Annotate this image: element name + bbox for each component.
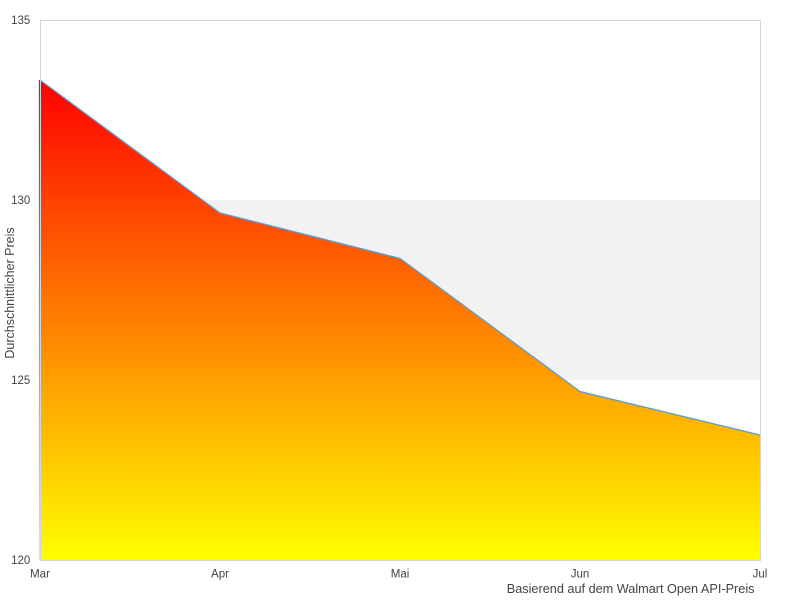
svg-text:Basierend auf dem Walmart Open: Basierend auf dem Walmart Open API-Preis <box>507 582 755 596</box>
svg-text:Jul: Jul <box>753 569 768 581</box>
svg-text:Apr: Apr <box>211 569 229 581</box>
svg-text:120: 120 <box>11 555 30 567</box>
svg-text:Mar: Mar <box>30 569 50 581</box>
svg-text:Mai: Mai <box>391 569 410 581</box>
svg-text:135: 135 <box>11 15 30 27</box>
svg-text:125: 125 <box>11 375 30 387</box>
svg-text:Durchschnittlicher Preis: Durchschnittlicher Preis <box>3 227 17 358</box>
svg-text:Jun: Jun <box>571 569 590 581</box>
svg-text:130: 130 <box>11 195 30 207</box>
